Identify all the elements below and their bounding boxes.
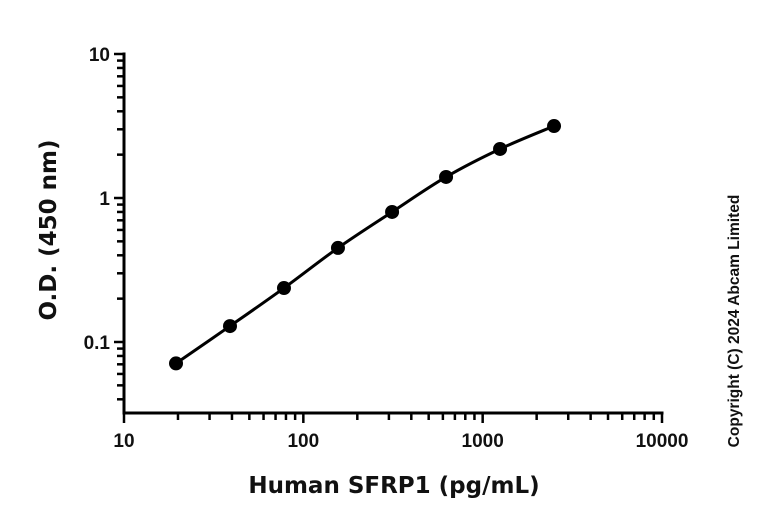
x-tick-label: 100 (287, 431, 319, 452)
data-point-circle (169, 356, 184, 371)
x-tick-label: 1000 (462, 431, 504, 452)
data-point-circle (330, 240, 345, 255)
data-point-circle (493, 141, 508, 156)
data-point-circle (547, 119, 562, 134)
copyright-notice: Copyright (C) 2024 Abcam Limited (726, 195, 743, 448)
x-tick-label: 10 (113, 431, 134, 452)
y-axis-title: O.D. (450 nm) (36, 139, 62, 320)
data-point-circle (222, 319, 237, 334)
y-tick-label: 0.1 (84, 333, 111, 354)
x-axis-title: Human SFRP1 (pg/mL) (248, 473, 539, 499)
y-tick-label: 1 (99, 189, 110, 210)
data-points (169, 119, 562, 371)
data-point-circle (439, 169, 454, 184)
y-axis-tick-labels: 0.1 1 10 (84, 45, 111, 354)
y-tick-label: 10 (89, 45, 110, 66)
data-point-circle (385, 204, 400, 219)
x-tick-label: 10000 (636, 431, 689, 452)
data-point-circle (276, 281, 291, 296)
x-axis-tick-labels: 10 100 1000 10000 (113, 431, 688, 452)
